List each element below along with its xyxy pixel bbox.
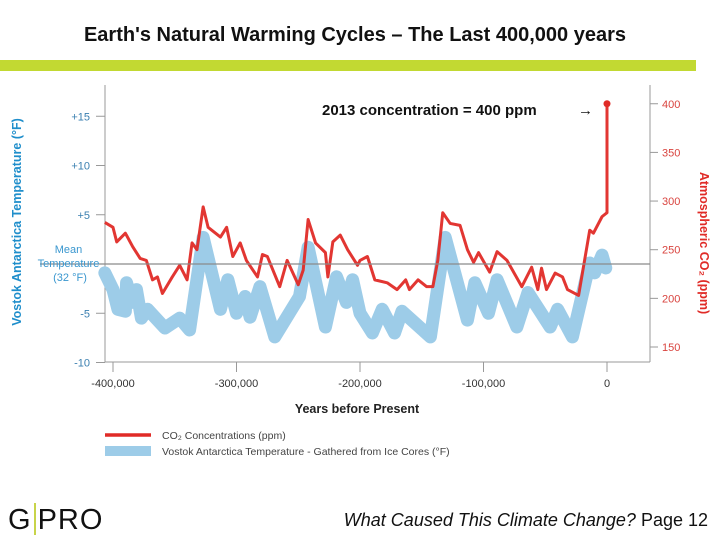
- footer-question: What Caused This Climate Change?: [343, 510, 636, 530]
- accent-bar: [0, 60, 696, 71]
- left-tick-label: -5: [80, 308, 90, 320]
- x-axis-title: Years before Present: [295, 402, 420, 416]
- mean-label-line-1: Mean: [55, 244, 83, 256]
- left-tick-label: +5: [77, 210, 90, 222]
- right-tick-label: 150: [662, 342, 680, 354]
- co2-2013-point: [603, 100, 611, 108]
- legend-temperature-label: Vostok Antarctica Temperature - Gathered…: [162, 446, 450, 458]
- left-tick-label: -10: [74, 358, 90, 370]
- annotation-arrow-icon: →: [578, 102, 593, 119]
- temperature-series-line: [98, 230, 613, 344]
- logo-divider: [33, 503, 36, 535]
- legend: CO₂ Concentrations (ppm) Vostok Antarcti…: [105, 430, 450, 458]
- mean-temperature-label: Mean Temperature (32 °F): [38, 244, 103, 284]
- left-axis-title: Vostok Antarctica Temperature (°F): [10, 118, 24, 326]
- mean-label-line-2: Temperature: [38, 258, 100, 270]
- gpro-logo: G PRO: [8, 503, 103, 537]
- left-tick-label: +15: [71, 111, 90, 123]
- logo-right: PRO: [37, 504, 104, 536]
- legend-co2-label: CO₂ Concentrations (ppm): [162, 430, 286, 442]
- right-axis-title: Atmospheric CO₂ (ppm): [697, 172, 711, 314]
- mean-label-line-3: (32 °F): [53, 272, 87, 284]
- legend-temperature-swatch: [105, 446, 151, 456]
- x-tick-label: 0: [604, 378, 610, 390]
- right-tick-label: 350: [662, 147, 680, 159]
- x-tick-label: -300,000: [215, 378, 258, 390]
- x-tick-label: -400,000: [91, 378, 134, 390]
- right-tick-label: 300: [662, 196, 680, 208]
- co2-series-line: [104, 103, 609, 297]
- footer-page: Page 12: [635, 510, 708, 530]
- slide-title: Earth's Natural Warming Cycles – The Las…: [83, 24, 627, 46]
- logo-left: G: [8, 504, 32, 536]
- x-tick-label: -100,000: [462, 378, 505, 390]
- left-tick-label: +10: [71, 161, 90, 173]
- x-tick-label: -200,000: [338, 378, 381, 390]
- right-tick-label: 200: [662, 293, 680, 305]
- right-tick-label: 250: [662, 245, 680, 257]
- footer-caption: What Caused This Climate Change? Page 12: [344, 510, 708, 531]
- annotation-2013: 2013 concentration = 400 ppm: [322, 102, 537, 119]
- right-tick-label: 400: [662, 99, 680, 111]
